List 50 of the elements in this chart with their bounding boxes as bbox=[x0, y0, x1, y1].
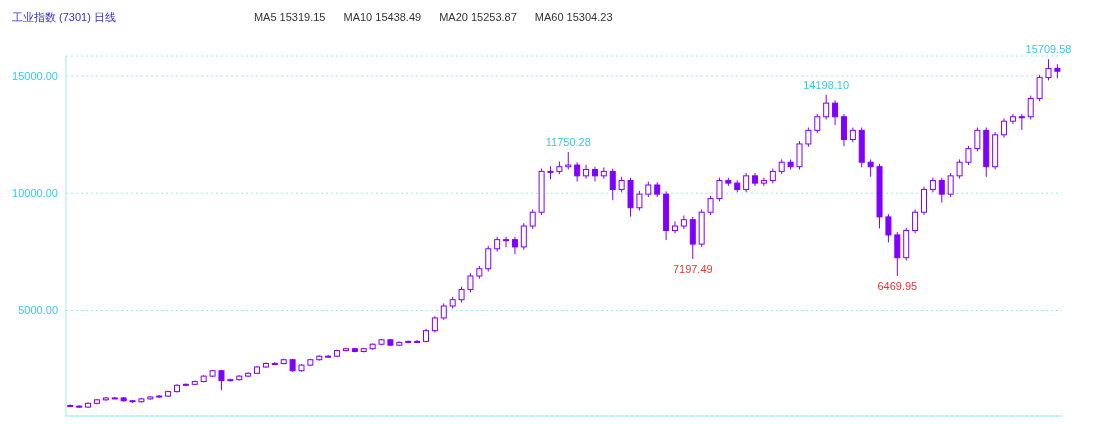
candlestick bbox=[805, 127, 812, 148]
candlestick bbox=[707, 195, 714, 216]
y-tick-label: 10000.00 bbox=[12, 187, 58, 200]
candlestick bbox=[671, 220, 678, 234]
chart-title: 工业指数 (7301) 日线 bbox=[12, 9, 116, 25]
candlestick bbox=[485, 245, 492, 273]
text: MA60 15304.23 bbox=[534, 11, 613, 23]
candlestick bbox=[814, 113, 821, 134]
candlestick bbox=[965, 145, 972, 166]
candlestick bbox=[832, 99, 839, 126]
annotation: 6469.95 bbox=[877, 279, 918, 292]
candlestick bbox=[574, 161, 581, 182]
candlestick bbox=[467, 272, 474, 293]
candlestick bbox=[920, 186, 927, 216]
candlestick bbox=[894, 231, 901, 277]
candlestick bbox=[1001, 117, 1008, 139]
candlestick bbox=[912, 208, 919, 234]
candlestick bbox=[680, 214, 687, 230]
text: MA5 15319.15 bbox=[253, 11, 326, 23]
candlestick bbox=[743, 172, 750, 193]
annotation: 14198.10 bbox=[803, 78, 850, 91]
candlestick bbox=[1036, 74, 1043, 102]
candlestick bbox=[716, 177, 723, 202]
candlestick bbox=[823, 94, 830, 121]
candlestick bbox=[1045, 58, 1052, 81]
candlestick bbox=[503, 236, 510, 248]
candlestick bbox=[591, 166, 598, 182]
candlestick bbox=[760, 177, 767, 187]
candlestick bbox=[1027, 95, 1034, 121]
candlestick bbox=[609, 168, 616, 201]
candlestick bbox=[956, 158, 963, 180]
y-tick-label: 5000.00 bbox=[18, 304, 58, 317]
y-tick-label: 15000.00 bbox=[12, 69, 58, 82]
candlestick bbox=[583, 164, 590, 180]
candlestick bbox=[600, 166, 607, 180]
candlestick bbox=[947, 172, 954, 198]
candlestick bbox=[796, 140, 803, 171]
candlestick bbox=[938, 177, 945, 204]
candlestick bbox=[974, 127, 981, 152]
annotation: 11750.28 bbox=[545, 136, 591, 149]
candlestick bbox=[840, 113, 847, 147]
annotation: 15709.58 bbox=[1025, 43, 1072, 56]
text: MA10 15438.49 bbox=[343, 11, 422, 23]
candlestick bbox=[885, 213, 892, 243]
candlestick bbox=[529, 208, 536, 230]
candlestick bbox=[520, 222, 527, 251]
candlestick bbox=[511, 236, 518, 255]
text: MA20 15253.87 bbox=[439, 11, 517, 23]
candlestick bbox=[636, 190, 643, 212]
annotation: 7197.49 bbox=[672, 262, 713, 275]
